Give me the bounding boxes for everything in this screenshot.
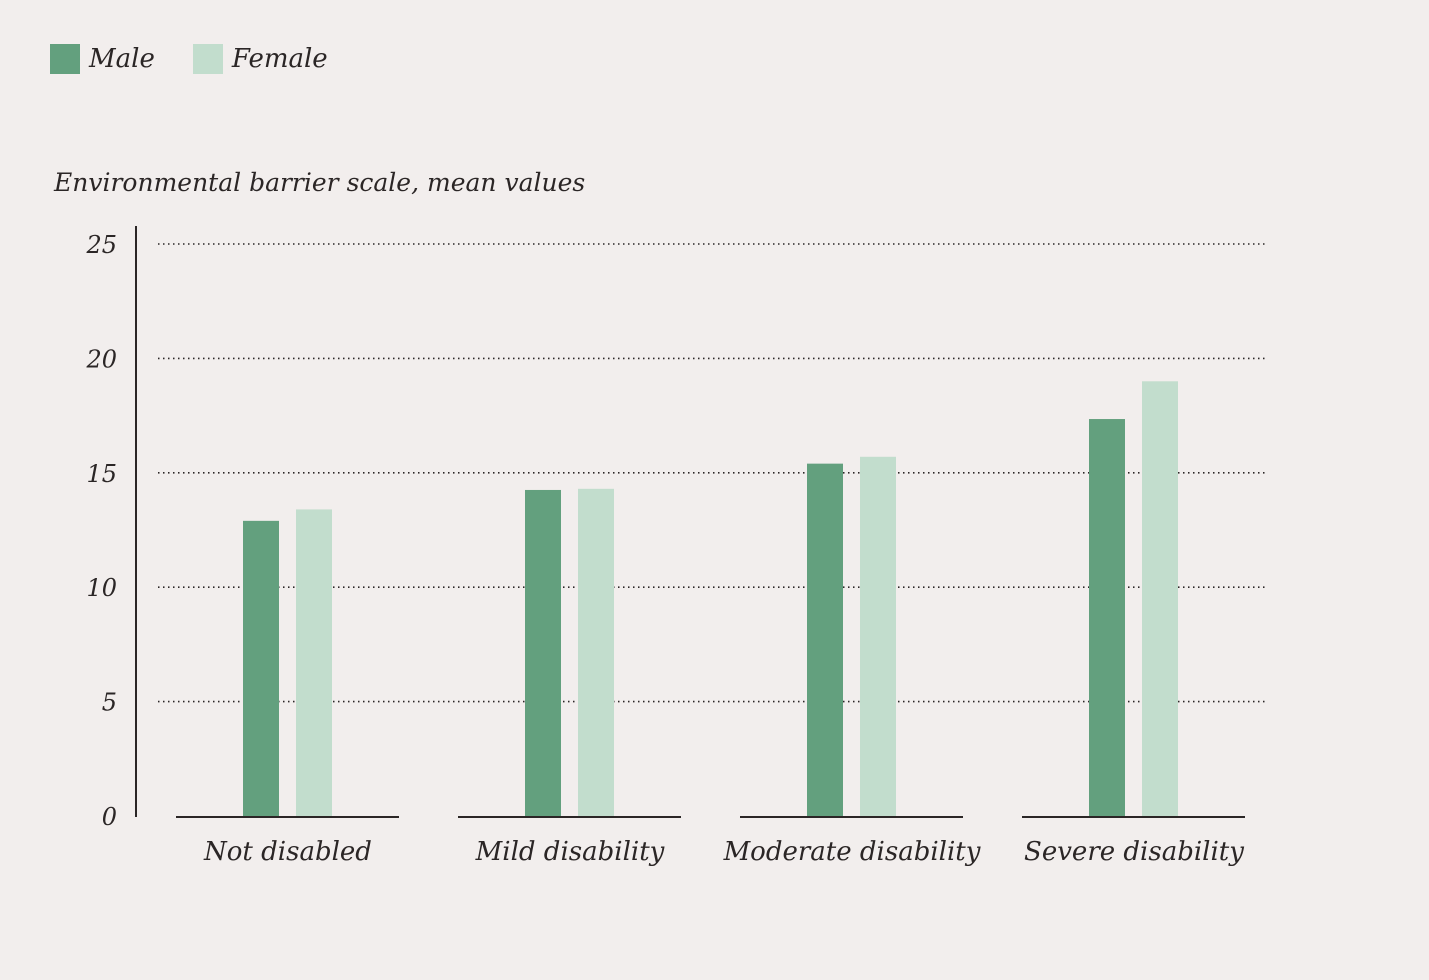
bar-male bbox=[807, 463, 843, 816]
bar-male bbox=[243, 520, 279, 816]
y-axis-label: Environmental barrier scale, mean values bbox=[54, 168, 586, 197]
legend: Male Female bbox=[50, 44, 366, 74]
y-tick-label: 25 bbox=[85, 231, 117, 259]
x-tick-label: Severe disability bbox=[1024, 837, 1244, 867]
x-tick-label: Mild disability bbox=[475, 837, 665, 867]
bar-female bbox=[1142, 381, 1178, 816]
legend-item-male: Male bbox=[50, 44, 155, 74]
legend-item-female: Female bbox=[192, 44, 328, 74]
y-tick-label: 20 bbox=[85, 345, 117, 373]
legend-label-female: Female bbox=[231, 44, 328, 74]
legend-swatch-male bbox=[50, 44, 80, 74]
legend-label-male: Male bbox=[89, 44, 155, 74]
y-tick-label: 10 bbox=[86, 574, 117, 602]
bar-female bbox=[860, 456, 896, 816]
bar-female bbox=[578, 488, 614, 816]
bar-male bbox=[1089, 419, 1125, 816]
legend-swatch-female bbox=[192, 44, 223, 74]
x-tick-label: Moderate disability bbox=[723, 837, 981, 867]
x-tick-label: Not disabled bbox=[203, 837, 372, 867]
y-tick-label: 0 bbox=[102, 803, 117, 831]
bar-female bbox=[296, 509, 332, 816]
bar-male bbox=[525, 489, 561, 816]
y-tick-label: 15 bbox=[86, 460, 117, 488]
y-tick-label: 5 bbox=[102, 689, 117, 717]
